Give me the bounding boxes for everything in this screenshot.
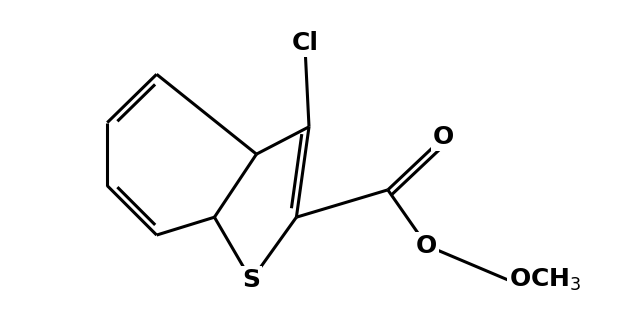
Text: O: O [416,234,437,257]
Text: S: S [242,268,260,292]
Text: O: O [433,125,454,149]
Text: OCH$_3$: OCH$_3$ [509,267,581,293]
Text: Cl: Cl [291,31,318,55]
